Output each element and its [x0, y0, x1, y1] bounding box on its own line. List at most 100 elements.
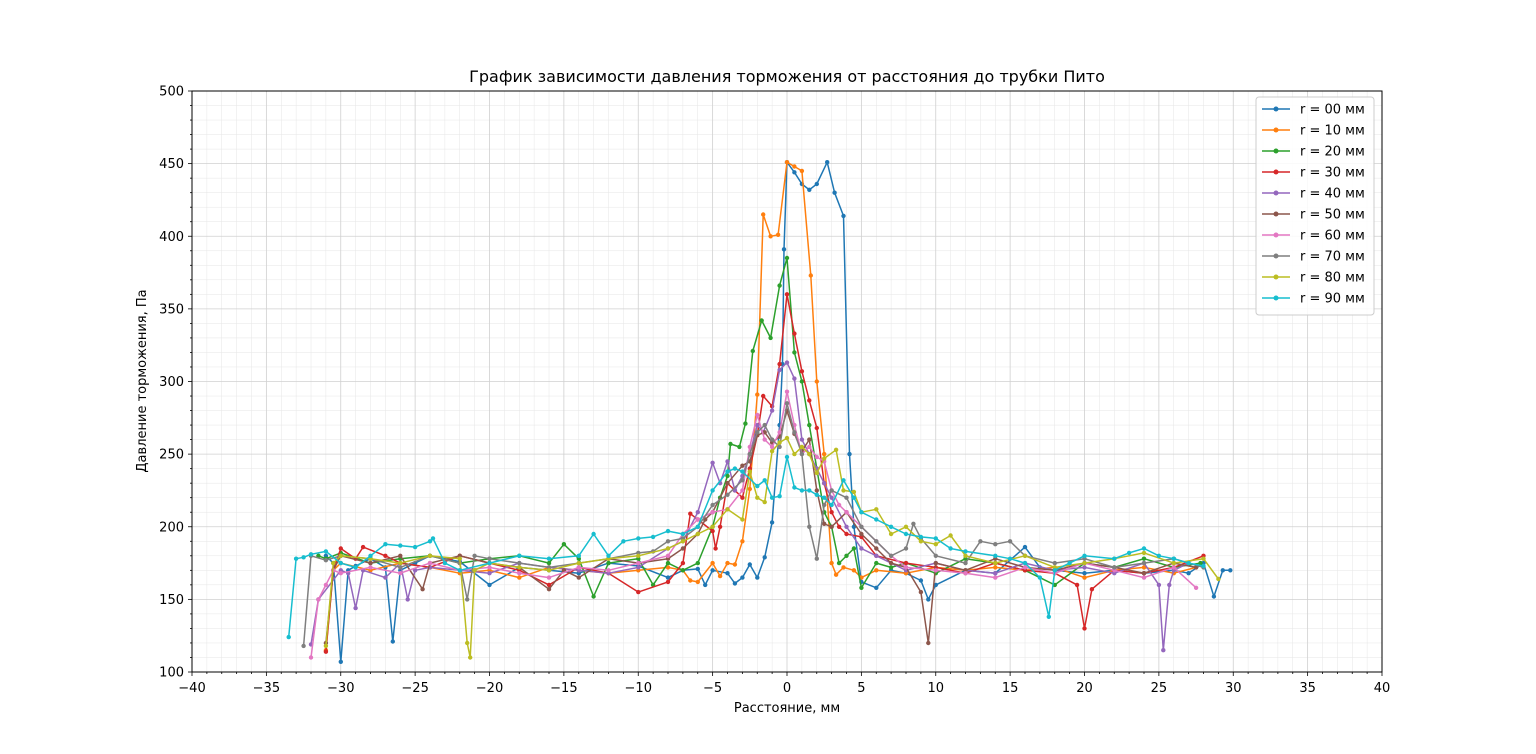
x-tick-label: −10: [625, 681, 652, 696]
y-tick-label: 250: [159, 448, 184, 463]
legend-marker: [1273, 169, 1279, 175]
data-point: [1082, 565, 1087, 570]
x-tick-label: 20: [1076, 681, 1093, 696]
data-point: [903, 546, 909, 551]
data-point: [888, 565, 894, 570]
data-point: [1052, 560, 1058, 566]
data-point: [784, 401, 790, 406]
data-point: [636, 536, 641, 541]
data-point: [430, 536, 436, 541]
data-point: [888, 531, 894, 537]
data-point: [680, 539, 686, 544]
data-point: [740, 517, 745, 522]
data-point: [844, 510, 849, 515]
data-point: [769, 408, 775, 413]
data-point: [993, 542, 998, 547]
data-point: [338, 546, 343, 551]
data-point: [836, 524, 842, 529]
data-point: [353, 565, 358, 570]
legend-marker: [1273, 127, 1279, 133]
data-point: [874, 585, 879, 590]
legend-label: r = 50 мм: [1300, 208, 1365, 223]
data-point: [636, 553, 641, 558]
data-point: [338, 571, 343, 576]
data-point: [750, 348, 755, 354]
data-point: [844, 531, 849, 537]
data-point: [1052, 568, 1058, 573]
series-layer: [286, 160, 1233, 664]
data-point: [1141, 556, 1147, 561]
data-point: [814, 425, 819, 431]
data-point: [323, 643, 329, 649]
data-point: [933, 582, 938, 588]
data-point: [427, 560, 433, 566]
series-line: [310, 361, 1189, 651]
x-tick-label: 25: [1151, 681, 1168, 696]
data-point: [844, 495, 849, 500]
data-point: [457, 556, 462, 561]
data-point: [814, 454, 819, 460]
data-point: [420, 587, 425, 592]
data-point: [665, 553, 671, 558]
data-point: [621, 539, 626, 544]
data-point: [665, 546, 671, 551]
data-point: [841, 213, 846, 219]
data-point: [1007, 556, 1013, 561]
data-point: [442, 560, 448, 566]
data-point: [680, 531, 686, 537]
data-point: [1074, 582, 1080, 588]
y-tick-label: 450: [159, 157, 184, 172]
data-point: [755, 412, 760, 418]
data-point: [740, 495, 745, 500]
data-point: [695, 517, 700, 522]
data-point: [1037, 575, 1043, 580]
data-point: [822, 521, 827, 526]
data-point: [822, 451, 827, 457]
data-point: [606, 553, 611, 558]
data-point: [993, 571, 998, 576]
data-point: [874, 517, 879, 522]
data-point: [1082, 560, 1087, 566]
data-point: [546, 575, 552, 580]
series-7: [301, 401, 1206, 649]
data-point: [799, 451, 805, 457]
data-point: [1067, 560, 1072, 566]
data-point: [1193, 585, 1199, 590]
data-point: [777, 444, 782, 450]
data-point: [799, 488, 805, 493]
data-point: [761, 393, 766, 399]
data-point: [665, 579, 671, 585]
series-line: [302, 402, 1204, 646]
data-point: [576, 565, 581, 570]
data-point: [1186, 560, 1191, 566]
x-tick-label: −40: [178, 681, 205, 696]
data-point: [487, 556, 492, 561]
data-point: [781, 247, 787, 252]
data-point: [768, 234, 773, 239]
data-point: [807, 488, 812, 493]
data-point: [740, 469, 745, 474]
data-point: [546, 556, 552, 561]
x-tick-label: −30: [327, 681, 354, 696]
data-point: [792, 451, 797, 457]
data-point: [814, 470, 819, 476]
series-line: [310, 390, 1197, 658]
legend-item: r = 80 мм: [1262, 271, 1365, 286]
data-point: [762, 555, 767, 560]
data-point: [1112, 565, 1117, 570]
data-point: [286, 634, 291, 640]
legend-label: r = 60 мм: [1300, 229, 1365, 244]
data-point: [1082, 571, 1087, 576]
data-point: [762, 478, 767, 483]
data-point: [740, 539, 745, 544]
data-point: [769, 520, 775, 525]
data-point: [784, 389, 790, 394]
y-tick-label: 100: [159, 666, 184, 681]
data-point: [740, 575, 745, 580]
data-point: [777, 283, 782, 288]
data-point: [814, 379, 819, 384]
legend-marker: [1273, 106, 1279, 112]
data-point: [1167, 582, 1172, 588]
x-tick-label: 40: [1374, 681, 1391, 696]
